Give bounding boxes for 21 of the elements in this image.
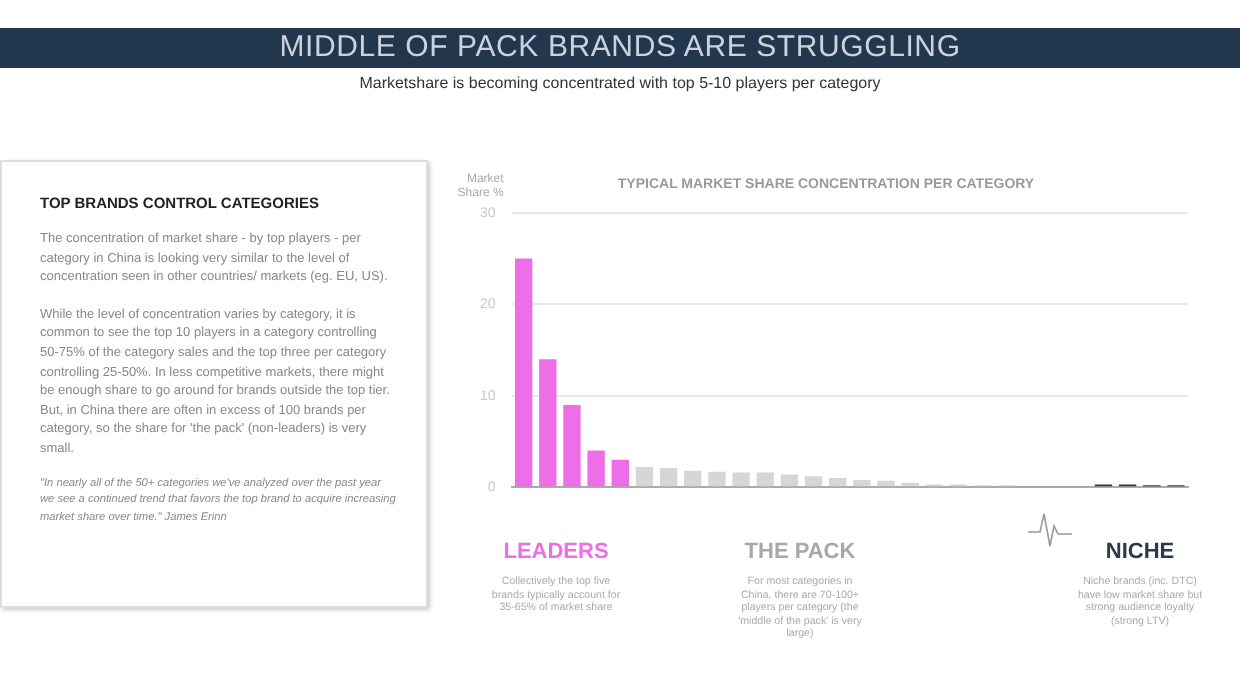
- text: NICHE: [1103, 540, 1177, 564]
- bar: [756, 472, 774, 487]
- bar: [563, 404, 581, 487]
- bar: [708, 471, 726, 487]
- bar: [514, 258, 533, 487]
- text: THE PACK: [742, 540, 858, 564]
- bar: [877, 480, 895, 487]
- bar: [659, 467, 678, 487]
- bar: [829, 478, 847, 487]
- bar: [587, 450, 605, 487]
- bar: [804, 476, 823, 487]
- bar: [635, 467, 654, 487]
- bar: [684, 470, 702, 487]
- text: MIDDLE OF PACK BRANDS ARE STRUGGLING: [0, 28, 1240, 68]
- bar: [732, 472, 750, 487]
- bar: [853, 479, 871, 487]
- text: LEADERS: [501, 540, 611, 564]
- bar: [539, 359, 557, 487]
- text: Marketshare is becoming concentrated with top 5-10 players per category: [357, 74, 883, 92]
- bar: [780, 474, 799, 487]
- bar: [611, 459, 629, 487]
